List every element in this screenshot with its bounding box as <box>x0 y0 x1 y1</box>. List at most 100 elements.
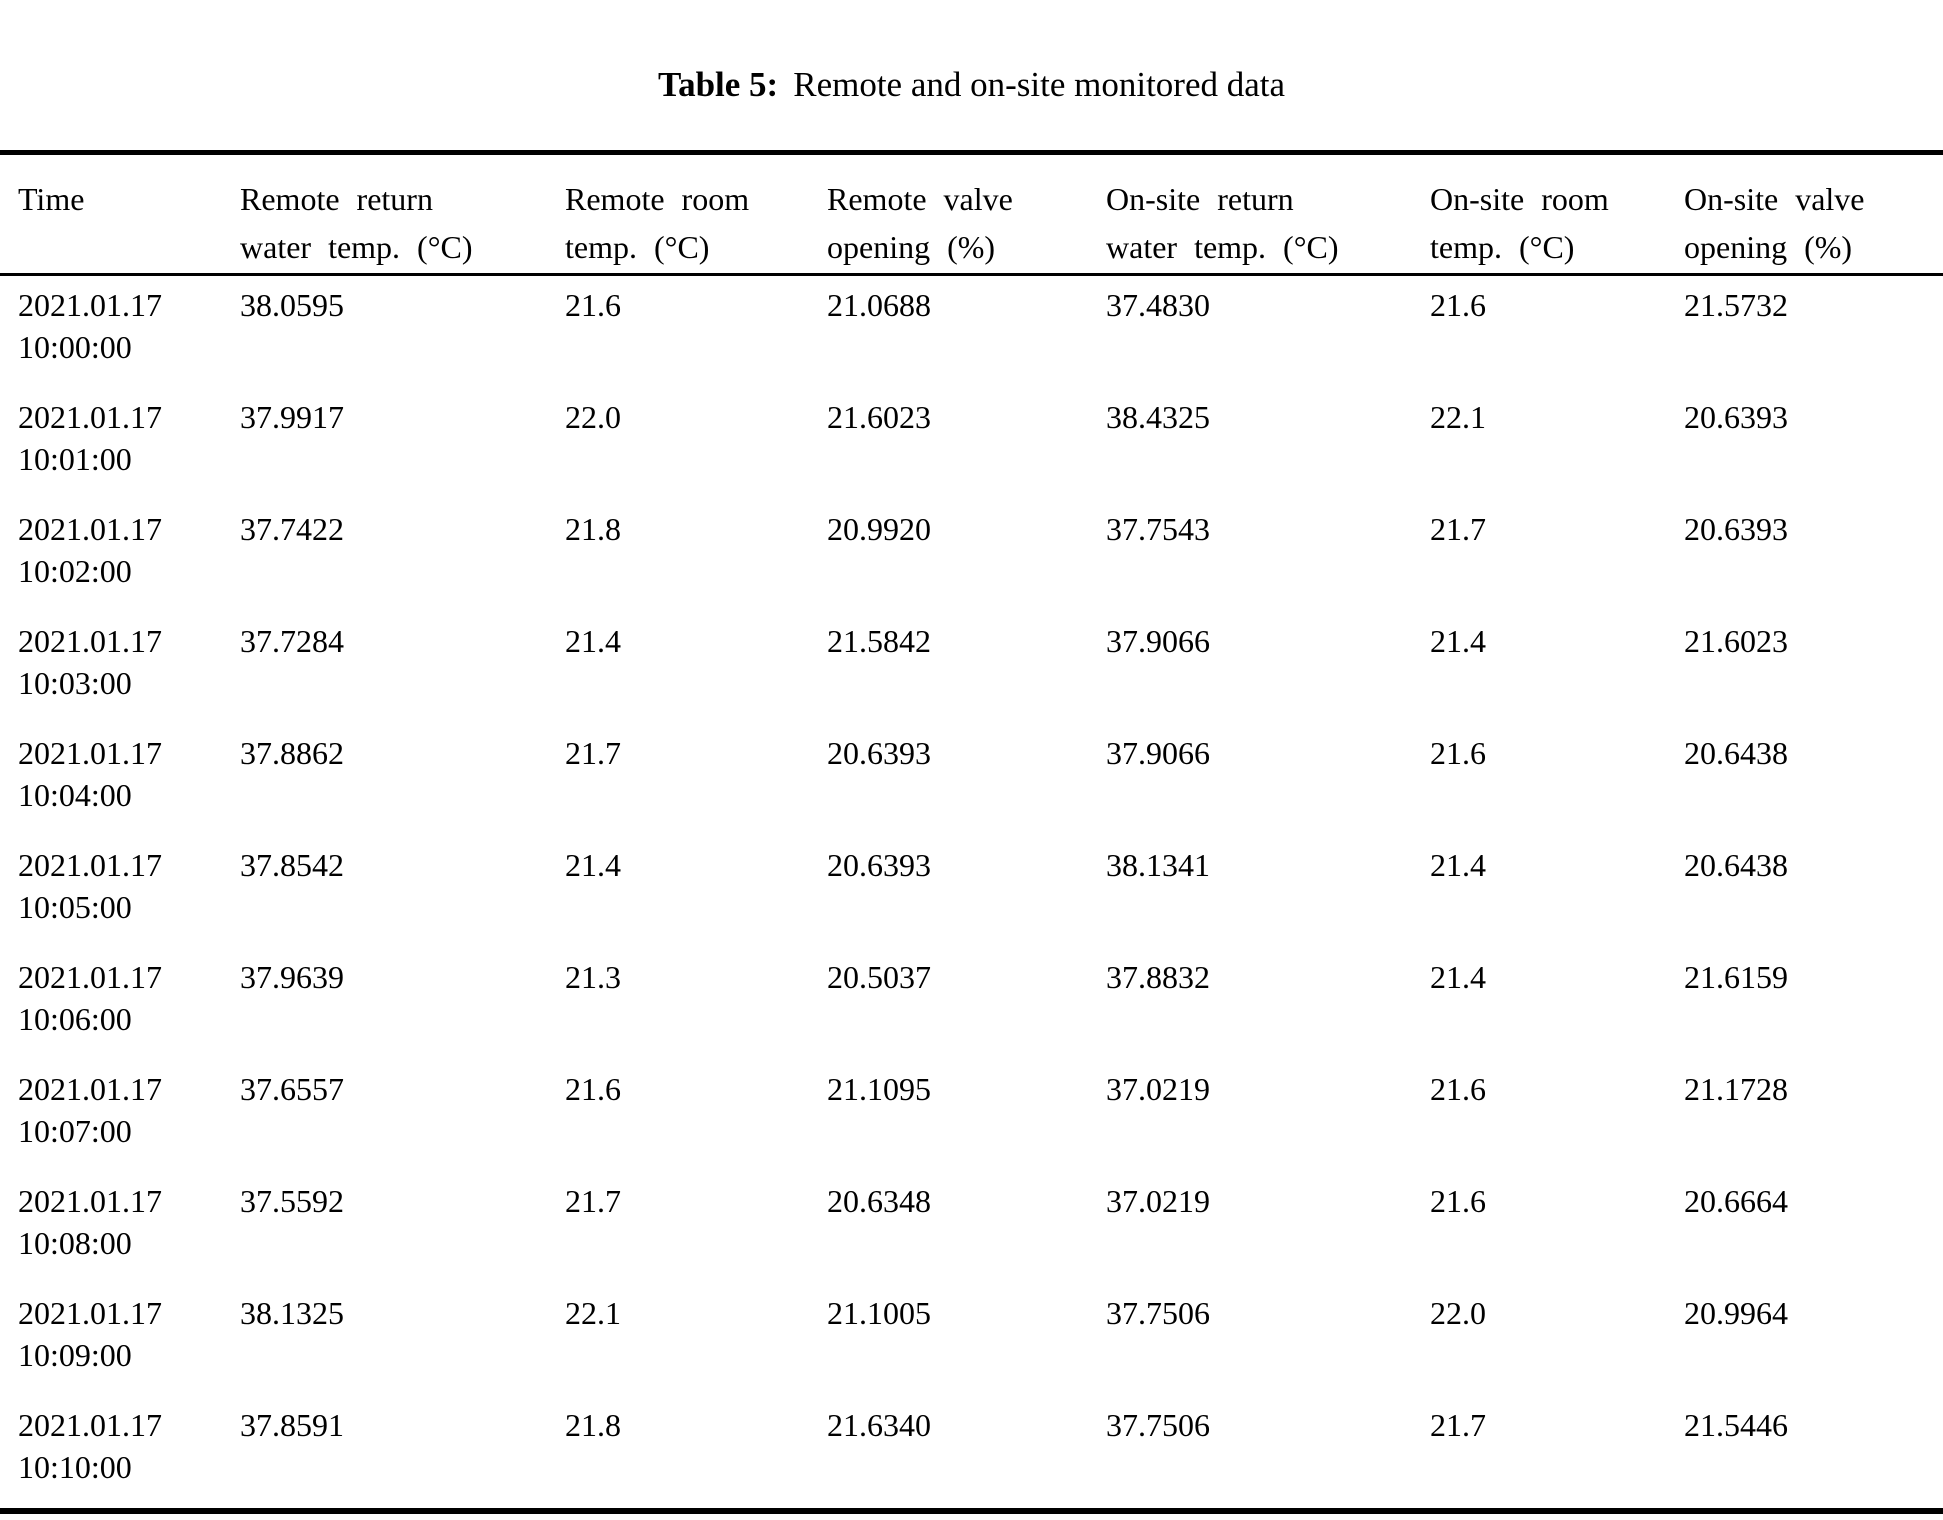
cell-time: 2021.01.17 10:05:00 <box>0 836 222 948</box>
cell-date-line: 2021.01.17 <box>18 287 162 323</box>
cell-time: 2021.01.17 10:08:00 <box>0 1172 222 1284</box>
cell-remote-room-temp: 21.8 <box>565 511 621 547</box>
table-row: 2021.01.17 10:01:00 37.9917 22.0 21.6023 38.4… <box>0 388 1943 500</box>
cell-onsite-valve-opening: 20.6664 <box>1684 1183 1788 1219</box>
cell-onsite-return-water-temp: 37.0219 <box>1106 1183 1210 1219</box>
cell-time: 2021.01.17 10:01:00 <box>0 388 222 500</box>
column-header-remote-valve-opening: Remote valve opening (%) <box>809 152 1088 276</box>
column-header-line: opening (%) <box>1684 229 1853 265</box>
cell-time: 2021.01.17 10:06:00 <box>0 948 222 1060</box>
column-header-line: opening (%) <box>827 229 996 265</box>
cell-onsite-return-water-temp: 37.7506 <box>1106 1295 1210 1331</box>
cell-remote-room-temp: 21.8 <box>565 1407 621 1443</box>
table-body: 2021.01.17 10:00:00 38.0595 21.6 21.0688 37.4… <box>0 275 1943 1512</box>
cell-onsite-valve-opening: 21.6023 <box>1684 623 1788 659</box>
cell-date-line: 2021.01.17 <box>18 623 162 659</box>
column-header-onsite-return-water-temp: On-site return water temp. (°C) <box>1088 152 1412 276</box>
column-header-remote-room-temp: Remote room temp. (°C) <box>547 152 809 276</box>
cell-time: 2021.01.17 10:07:00 <box>0 1060 222 1172</box>
cell-remote-valve-opening: 20.6348 <box>827 1183 931 1219</box>
cell-date-line: 2021.01.17 <box>18 1407 162 1443</box>
cell-remote-room-temp: 21.3 <box>565 959 621 995</box>
cell-remote-valve-opening: 20.5037 <box>827 959 931 995</box>
cell-onsite-valve-opening: 21.6159 <box>1684 959 1788 995</box>
cell-time-line: 10:00:00 <box>18 329 132 365</box>
cell-onsite-room-temp: 21.4 <box>1430 623 1486 659</box>
cell-date-line: 2021.01.17 <box>18 847 162 883</box>
table-row: 2021.01.17 10:07:00 37.6557 21.6 21.1095 37.0… <box>0 1060 1943 1172</box>
cell-time: 2021.01.17 10:04:00 <box>0 724 222 836</box>
cell-onsite-return-water-temp: 37.0219 <box>1106 1071 1210 1107</box>
table-header: Time Remote return water temp. (°C) Remote … <box>0 152 1943 276</box>
cell-remote-room-temp: 21.6 <box>565 287 621 323</box>
cell-remote-room-temp: 21.4 <box>565 847 621 883</box>
column-header-line: Remote valve <box>827 181 1013 217</box>
table-row: 2021.01.17 10:03:00 37.7284 21.4 21.5842 37.9… <box>0 612 1943 724</box>
column-header-onsite-room-temp: On-site room temp. (°C) <box>1412 152 1666 276</box>
cell-time-line: 10:09:00 <box>18 1337 132 1373</box>
cell-time-line: 10:04:00 <box>18 777 132 813</box>
header-row: Time Remote return water temp. (°C) Remote … <box>0 152 1943 276</box>
cell-remote-valve-opening: 21.6340 <box>827 1407 931 1443</box>
cell-onsite-valve-opening: 21.5732 <box>1684 287 1788 323</box>
cell-time-line: 10:01:00 <box>18 441 132 477</box>
cell-remote-return-water-temp: 38.0595 <box>240 287 344 323</box>
cell-remote-valve-opening: 21.1095 <box>827 1071 931 1107</box>
table-row: 2021.01.17 10:06:00 37.9639 21.3 20.5037 37.8… <box>0 948 1943 1060</box>
cell-onsite-return-water-temp: 37.8832 <box>1106 959 1210 995</box>
cell-remote-room-temp: 22.0 <box>565 399 621 435</box>
cell-onsite-valve-opening: 20.6393 <box>1684 511 1788 547</box>
cell-onsite-valve-opening: 21.5446 <box>1684 1407 1788 1443</box>
table-caption-text: Remote and on-site monitored data <box>793 65 1286 104</box>
cell-remote-room-temp: 22.1 <box>565 1295 621 1331</box>
cell-onsite-room-temp: 22.1 <box>1430 399 1486 435</box>
cell-remote-room-temp: 21.6 <box>565 1071 621 1107</box>
cell-remote-return-water-temp: 38.1325 <box>240 1295 344 1331</box>
column-header-time: Time <box>0 152 222 276</box>
cell-remote-return-water-temp: 37.9639 <box>240 959 344 995</box>
cell-remote-return-water-temp: 37.8862 <box>240 735 344 771</box>
table-row: 2021.01.17 10:09:00 38.1325 22.1 21.1005 37.7… <box>0 1284 1943 1396</box>
column-header-line: water temp. (°C) <box>240 229 473 265</box>
cell-remote-return-water-temp: 37.9917 <box>240 399 344 435</box>
cell-time-line: 10:08:00 <box>18 1225 132 1261</box>
cell-onsite-return-water-temp: 37.9066 <box>1106 735 1210 771</box>
table-row: 2021.01.17 10:08:00 37.5592 21.7 20.6348 37.0… <box>0 1172 1943 1284</box>
cell-time-line: 10:03:00 <box>18 665 132 701</box>
cell-onsite-valve-opening: 20.6438 <box>1684 735 1788 771</box>
column-header-remote-return-water-temp: Remote return water temp. (°C) <box>222 152 547 276</box>
cell-remote-valve-opening: 20.9920 <box>827 511 931 547</box>
cell-time-line: 10:05:00 <box>18 889 132 925</box>
cell-remote-valve-opening: 21.0688 <box>827 287 931 323</box>
cell-date-line: 2021.01.17 <box>18 735 162 771</box>
cell-onsite-return-water-temp: 38.1341 <box>1106 847 1210 883</box>
cell-time-line: 10:02:00 <box>18 553 132 589</box>
cell-remote-valve-opening: 21.6023 <box>827 399 931 435</box>
cell-remote-room-temp: 21.4 <box>565 623 621 659</box>
cell-time: 2021.01.17 10:02:00 <box>0 500 222 612</box>
column-header-onsite-valve-opening: On-site valve opening (%) <box>1666 152 1943 276</box>
cell-date-line: 2021.01.17 <box>18 1183 162 1219</box>
cell-time: 2021.01.17 10:00:00 <box>0 275 222 389</box>
cell-remote-return-water-temp: 37.8591 <box>240 1407 344 1443</box>
cell-onsite-return-water-temp: 37.9066 <box>1106 623 1210 659</box>
cell-onsite-valve-opening: 21.1728 <box>1684 1071 1788 1107</box>
cell-remote-valve-opening: 21.5842 <box>827 623 931 659</box>
cell-date-line: 2021.01.17 <box>18 959 162 995</box>
cell-onsite-room-temp: 21.6 <box>1430 735 1486 771</box>
cell-remote-return-water-temp: 37.7284 <box>240 623 344 659</box>
cell-remote-return-water-temp: 37.8542 <box>240 847 344 883</box>
monitored-data-table: Time Remote return water temp. (°C) Remote … <box>0 150 1943 1514</box>
cell-time: 2021.01.17 10:10:00 <box>0 1396 222 1511</box>
cell-onsite-room-temp: 21.7 <box>1430 1407 1486 1443</box>
table-row: 2021.01.17 10:05:00 37.8542 21.4 20.6393 38.1… <box>0 836 1943 948</box>
cell-onsite-room-temp: 21.7 <box>1430 511 1486 547</box>
column-header-line: temp. (°C) <box>565 229 710 265</box>
cell-date-line: 2021.01.17 <box>18 399 162 435</box>
cell-time-line: 10:10:00 <box>18 1449 132 1485</box>
cell-time: 2021.01.17 10:09:00 <box>0 1284 222 1396</box>
cell-remote-valve-opening: 20.6393 <box>827 847 931 883</box>
cell-remote-valve-opening: 21.1005 <box>827 1295 931 1331</box>
column-header-line: On-site valve <box>1684 181 1865 217</box>
